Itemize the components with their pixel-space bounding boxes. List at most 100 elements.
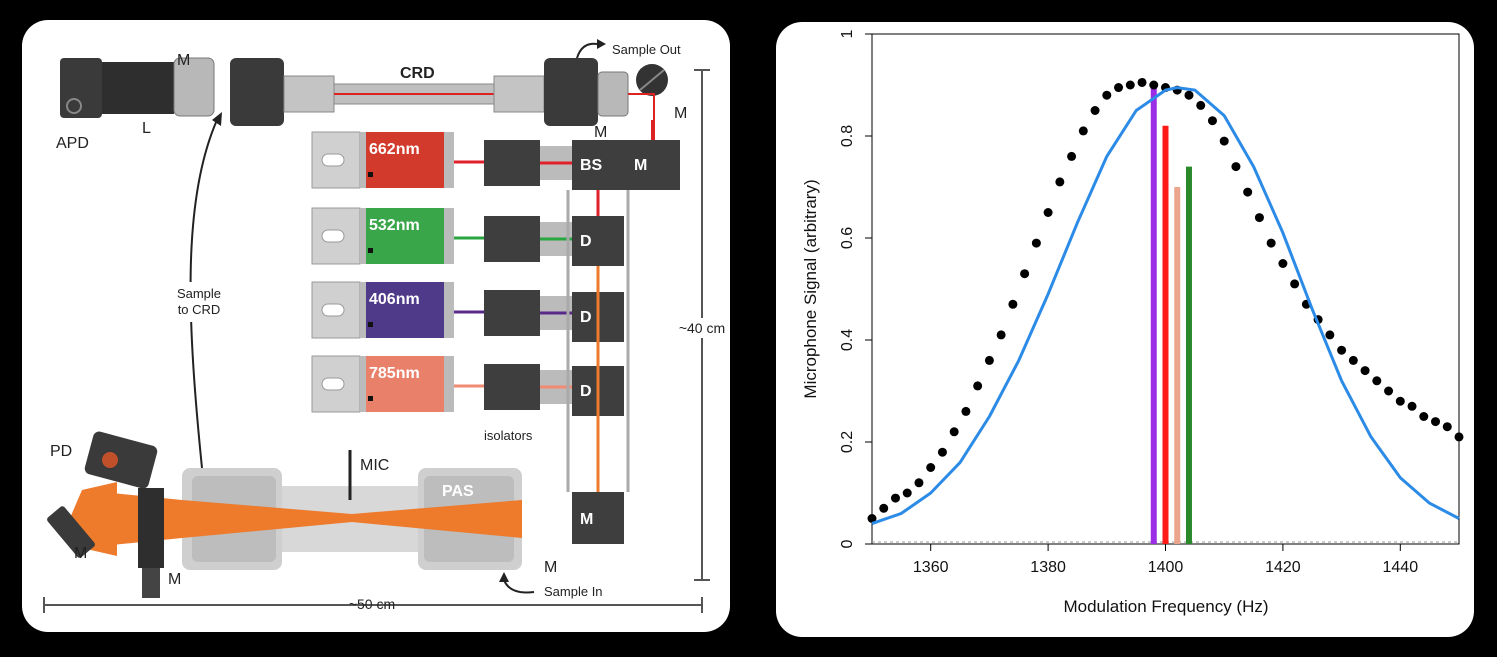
height-dimension: ~40 cm — [674, 69, 730, 581]
lens-label: L — [142, 120, 151, 137]
data-point — [1196, 100, 1206, 110]
dichroic-2-label: D — [580, 309, 592, 326]
crd-cell — [230, 58, 629, 126]
left-bottom-mirror — [138, 488, 164, 568]
mirror-top-label: M — [177, 52, 190, 69]
y-tick-label: 0.8 — [839, 125, 856, 147]
y-axis-label: Microphone Signal (arbitrary) — [801, 179, 820, 398]
data-point — [1207, 116, 1217, 126]
y-tick-label: 1 — [839, 29, 856, 38]
data-point — [879, 503, 889, 513]
x-axis-label: Modulation Frequency (Hz) — [1063, 597, 1268, 616]
data-point — [1043, 208, 1053, 217]
combining-optics — [566, 120, 680, 544]
laser-module-2: 406nm — [311, 281, 572, 339]
data-point — [1325, 330, 1335, 340]
instrument-schematic: ~40 cm ~50 cm APD L M CRD M M Sample Out… — [43, 39, 730, 613]
pd-label: PD — [50, 443, 72, 460]
mirror-pas-right-label: M — [580, 511, 593, 528]
data-point — [973, 381, 983, 391]
data-point — [1442, 422, 1452, 432]
mirror-crd-right-label: M — [594, 124, 607, 141]
x-tick-label: 1440 — [1383, 559, 1419, 576]
data-point — [1454, 432, 1464, 442]
data-point — [1125, 80, 1135, 90]
x-tick-label: 1360 — [913, 559, 949, 576]
data-point — [1290, 279, 1300, 289]
chart-panel: 1360 1380 1400 1420 1440 0 0.2 0.4 0.6 0.8 1 Modul… — [776, 22, 1474, 637]
mirror-box-label: M — [634, 157, 647, 174]
y-tick-label: 0.4 — [839, 329, 856, 351]
laser-label-1: 532nm — [369, 217, 420, 234]
data-point — [1184, 90, 1194, 100]
data-point — [937, 447, 947, 457]
photodiode — [84, 431, 158, 489]
data-point — [1008, 299, 1018, 309]
data-point — [1395, 396, 1405, 406]
laser-label-3: 785nm — [369, 365, 420, 382]
data-point — [1078, 126, 1088, 136]
data-point — [902, 488, 912, 498]
fit-curve — [871, 86, 1460, 526]
data-point — [1431, 417, 1441, 427]
laser-module-3: 785nm — [311, 355, 572, 413]
dichroic-1-label: D — [580, 233, 592, 250]
dichroic-3-label: D — [580, 383, 592, 400]
data-point — [1278, 259, 1288, 268]
pas-cell — [70, 468, 522, 570]
laser-module-0: 662nm — [311, 131, 572, 189]
data-point — [1337, 345, 1347, 355]
sample-to-crd-label-2: to CRD — [178, 302, 221, 317]
y-tick-label: 0.2 — [839, 431, 856, 453]
left-mirror — [47, 506, 95, 558]
data-point — [914, 478, 924, 488]
data-point — [1407, 401, 1417, 411]
data-point — [1348, 355, 1358, 365]
laser-module-1: 532nm — [311, 207, 572, 265]
pas-bottom-mirror-label: M — [544, 559, 557, 576]
apd-detector — [60, 57, 215, 118]
data-point — [867, 514, 877, 523]
data-point — [1419, 412, 1429, 421]
x-tick-label: 1420 — [1265, 559, 1301, 576]
data-point — [949, 427, 959, 437]
mirror-right-label: M — [674, 105, 687, 122]
pas-label: PAS — [442, 483, 474, 500]
data-point — [1231, 162, 1241, 172]
data-point — [1243, 187, 1253, 197]
left-bottom-mirror-label: M — [168, 571, 181, 588]
data-point — [1219, 136, 1229, 146]
isolators-label: isolators — [484, 428, 533, 443]
x-tick-label: 1380 — [1030, 559, 1066, 576]
data-point — [1384, 386, 1394, 396]
data-point — [1254, 213, 1264, 223]
data-point — [984, 355, 994, 365]
crd-label: CRD — [400, 65, 435, 82]
data-point — [1372, 376, 1382, 386]
data-point — [1266, 238, 1276, 248]
data-point — [1055, 177, 1065, 187]
data-point — [926, 463, 936, 472]
left-mirror-label: M — [74, 545, 87, 562]
resonance-chart: 1360 1380 1400 1420 1440 0 0.2 0.4 0.6 0.8 1 Modul… — [801, 29, 1464, 616]
sample-to-crd-arrow — [189, 119, 218, 469]
sample-in-arrow — [503, 579, 535, 594]
height-label: ~40 cm — [679, 320, 725, 336]
data-point — [1020, 269, 1030, 279]
mic-label: MIC — [360, 457, 389, 474]
data-point — [1090, 106, 1100, 115]
data-point — [1149, 80, 1159, 90]
x-tick-label: 1400 — [1148, 559, 1184, 576]
y-tick-label: 0.6 — [839, 227, 856, 249]
schematic-panel: ~40 cm ~50 cm APD L M CRD M M Sample Out… — [22, 20, 730, 632]
sample-out-label: Sample Out — [612, 42, 681, 57]
beam-splitter-label: BS — [580, 157, 603, 174]
laser-label-2: 406nm — [369, 291, 420, 308]
laser-modules: 662nm 532nm 406nm 785nm — [311, 131, 572, 413]
data-point — [1102, 90, 1112, 100]
laser-label-0: 662nm — [369, 141, 420, 158]
sample-to-crd-label-1: Sample — [177, 286, 221, 301]
width-dimension: ~50 cm — [43, 596, 703, 613]
sample-in-label: Sample In — [544, 584, 603, 599]
data-point — [1137, 77, 1147, 87]
